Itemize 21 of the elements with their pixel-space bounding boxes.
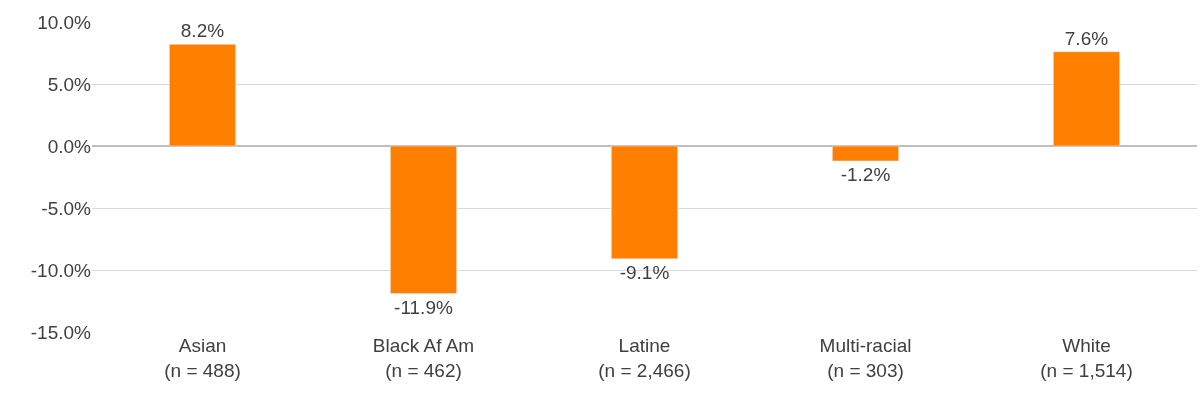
y-tick-label: 0.0% <box>47 135 92 157</box>
y-tick-label: -10.0% <box>30 259 92 281</box>
x-tick-label: White (n = 1,514) <box>1040 335 1133 381</box>
x-tick-label: Black Af Am (n = 462) <box>372 335 475 381</box>
bar <box>832 145 899 162</box>
bar <box>1053 51 1120 147</box>
y-tick-label: 10.0% <box>37 11 92 33</box>
data-label: -9.1% <box>619 261 670 283</box>
bar <box>390 145 457 294</box>
data-label: -11.9% <box>394 296 453 318</box>
y-tick-label: -15.0% <box>30 321 92 343</box>
y-tick-label: 5.0% <box>47 73 92 95</box>
data-label: 8.2% <box>180 20 225 42</box>
data-label: 7.6% <box>1064 27 1109 49</box>
x-tick-label: Latine (n = 2,466) <box>598 335 691 381</box>
data-label: -1.2% <box>840 163 891 185</box>
bar <box>169 44 236 147</box>
bar <box>611 145 678 260</box>
y-tick-label: -5.0% <box>41 197 92 219</box>
x-tick-label: Asian (n = 488) <box>164 335 241 381</box>
x-tick-label: Multi-racial (n = 303) <box>819 335 912 381</box>
